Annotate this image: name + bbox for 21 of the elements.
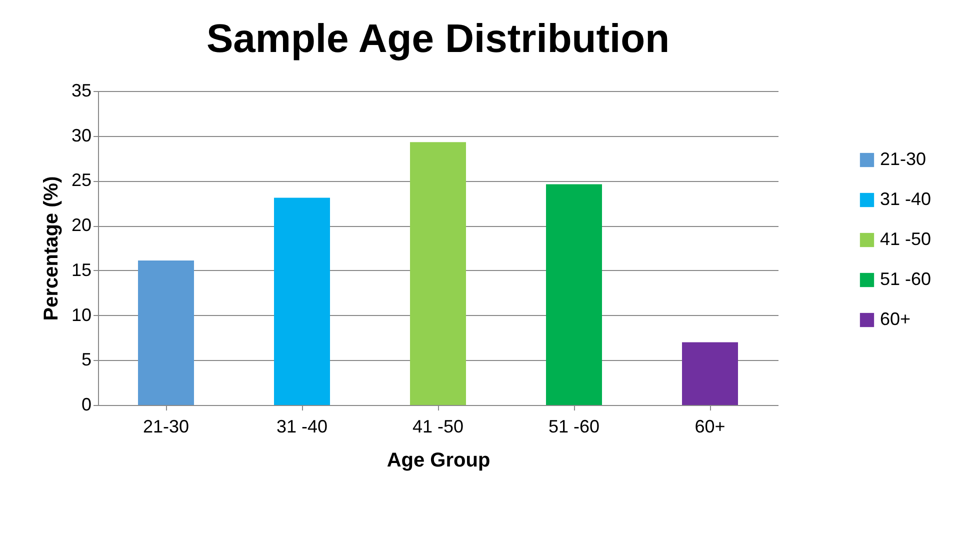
y-tick-label: 35: [71, 80, 92, 100]
x-tick-label: 21-30: [142, 416, 190, 436]
legend-label: 51 -60: [880, 269, 932, 289]
x-axis-title: Age Group: [386, 450, 490, 472]
x-tick-label: 60+: [694, 416, 726, 436]
legend-label: 31 -40: [880, 189, 932, 209]
y-tick-label: 25: [71, 170, 92, 190]
chart-title: Sample Age Distribution: [206, 17, 670, 61]
x-tick-label: 41 -50: [412, 416, 464, 436]
legend-label: 41 -50: [880, 229, 932, 249]
legend-label: 21-30: [880, 149, 926, 169]
y-tick-label: 5: [81, 350, 92, 370]
y-tick-label: 20: [71, 215, 92, 236]
y-tick-label: 15: [71, 260, 92, 280]
y-axis-title: Percentage (%): [40, 176, 62, 321]
x-tick-label: 51 -60: [548, 416, 600, 436]
legend-label: 60+: [880, 309, 911, 329]
x-tick-label: 31 -40: [276, 416, 328, 436]
y-tick-label: 30: [71, 125, 92, 146]
y-tick-label: 10: [71, 304, 92, 325]
y-tick-label: 0: [81, 394, 92, 414]
